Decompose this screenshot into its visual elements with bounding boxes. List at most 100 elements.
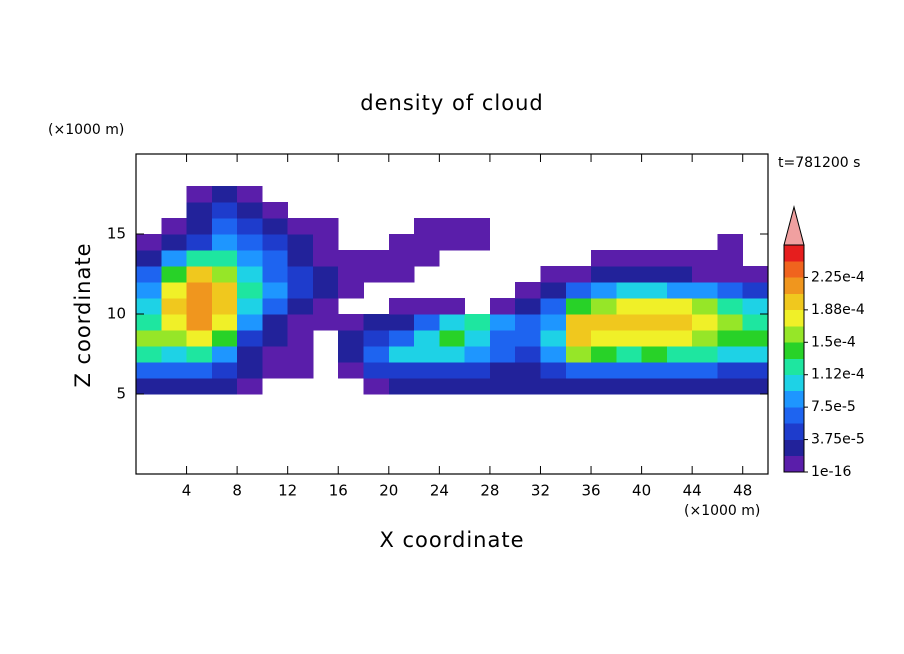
y-tick-label: 10: [107, 305, 126, 323]
contour-cell: [161, 330, 187, 347]
contour-cell: [338, 330, 364, 347]
contour-cell: [161, 378, 187, 395]
contour-cell: [742, 266, 769, 283]
contour-cell: [161, 346, 187, 363]
contour-cell: [363, 346, 390, 363]
contour-cell: [312, 282, 339, 299]
contour-cell: [414, 250, 440, 267]
contour-cell: [363, 266, 390, 283]
contour-cell: [186, 186, 213, 203]
contour-cell: [717, 250, 744, 267]
x-tick-label: 20: [379, 482, 398, 500]
x-tick-label: 48: [733, 482, 752, 500]
contour-cell: [591, 250, 617, 267]
contour-field: [136, 186, 769, 395]
contour-cell: [464, 314, 491, 331]
contour-cell: [161, 266, 187, 283]
contour-cell: [211, 234, 238, 251]
contour-cell: [237, 362, 263, 379]
contour-cell: [717, 314, 744, 331]
y-tick-label: 5: [116, 385, 126, 403]
contour-cell: [211, 218, 238, 235]
colorbar-band: [784, 439, 804, 457]
chart-title: density of cloud: [360, 91, 543, 115]
contour-cell: [641, 266, 668, 283]
contour-cell: [237, 314, 263, 331]
contour-cell: [666, 330, 693, 347]
contour-cell: [666, 298, 693, 315]
contour-cell: [262, 218, 288, 235]
contour-cell: [565, 298, 592, 315]
contour-cell: [211, 346, 238, 363]
contour-cell: [186, 330, 213, 347]
contour-cell: [692, 282, 718, 299]
contour-cell: [591, 282, 617, 299]
colorbar-tick-label: 2.25e-4: [811, 269, 865, 285]
colorbar-band: [784, 374, 804, 392]
contour-cell: [591, 346, 617, 363]
colorbar-band: [784, 358, 804, 376]
x-tick-label: 36: [581, 482, 600, 500]
contour-cell: [186, 202, 213, 219]
contour-cell: [515, 362, 541, 379]
contour-cell: [666, 346, 693, 363]
colorbar-band: [784, 423, 804, 440]
contour-cell: [540, 298, 567, 315]
contour-cell: [287, 330, 314, 347]
contour-cell: [338, 346, 364, 363]
colorbar-band: [784, 455, 804, 473]
contour-cell: [692, 362, 718, 379]
contour-cell: [565, 362, 592, 379]
contour-cell: [616, 282, 642, 299]
contour-cell: [666, 266, 693, 283]
contour-cell: [540, 282, 567, 299]
contour-cell: [489, 314, 516, 331]
contour-cell: [591, 266, 617, 283]
colorbar-tick-label: 1.88e-4: [811, 302, 865, 318]
contour-cell: [616, 362, 642, 379]
contour-cell: [742, 346, 769, 363]
y-axis-label: Z coordinate: [71, 242, 95, 387]
contour-cell: [388, 266, 415, 283]
contour-cell: [742, 362, 769, 379]
contour-cell: [692, 330, 718, 347]
contour-cell: [211, 378, 238, 395]
x-tick-label: 40: [632, 482, 651, 500]
contour-cell: [287, 346, 314, 363]
contour-cell: [287, 314, 314, 331]
contour-cell: [464, 362, 491, 379]
contour-cell: [515, 346, 541, 363]
contour-cell: [717, 234, 744, 251]
contour-cell: [591, 362, 617, 379]
contour-cell: [540, 346, 567, 363]
contour-cell: [439, 346, 465, 363]
contour-cell: [388, 378, 415, 395]
contour-cell: [363, 314, 390, 331]
contour-cell: [363, 330, 390, 347]
contour-cell: [237, 346, 263, 363]
contour-cell: [565, 378, 592, 395]
contour-cell: [464, 378, 491, 395]
contour-cell: [287, 234, 314, 251]
contour-cell: [237, 218, 263, 235]
contour-cell: [464, 234, 491, 251]
y-tick-label: 15: [107, 225, 126, 243]
contour-cell: [262, 314, 288, 331]
contour-cell: [540, 378, 567, 395]
contour-cell: [186, 362, 213, 379]
contour-cell: [439, 298, 465, 315]
contour-cell: [616, 378, 642, 395]
contour-cell: [692, 298, 718, 315]
contour-cell: [717, 298, 744, 315]
contour-cell: [262, 346, 288, 363]
contour-cell: [186, 218, 213, 235]
contour-cell: [237, 282, 263, 299]
contour-cell: [312, 218, 339, 235]
contour-cell: [161, 250, 187, 267]
colorbar-band: [784, 261, 804, 278]
contour-cell: [136, 346, 162, 363]
contour-cell: [262, 234, 288, 251]
contour-cell: [338, 250, 364, 267]
contour-cell: [338, 362, 364, 379]
contour-cell: [565, 330, 592, 347]
